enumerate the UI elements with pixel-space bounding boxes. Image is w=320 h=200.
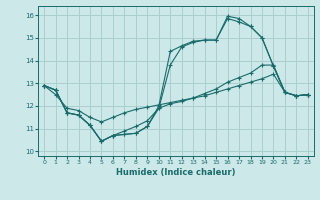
X-axis label: Humidex (Indice chaleur): Humidex (Indice chaleur): [116, 168, 236, 177]
